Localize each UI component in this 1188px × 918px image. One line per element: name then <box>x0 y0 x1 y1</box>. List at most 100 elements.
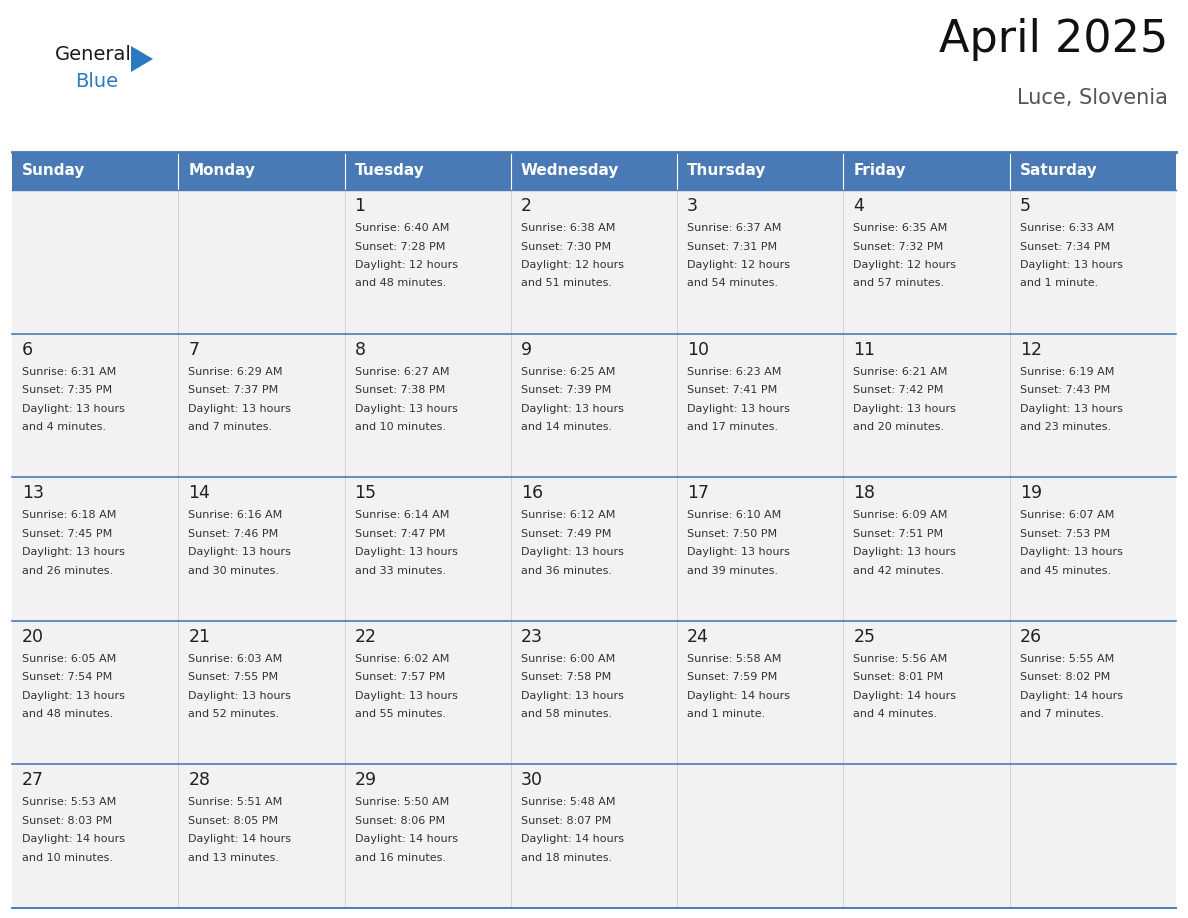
Text: and 16 minutes.: and 16 minutes. <box>354 853 446 863</box>
Text: and 57 minutes.: and 57 minutes. <box>853 278 944 288</box>
Text: Tuesday: Tuesday <box>354 163 424 178</box>
Text: Sunset: 7:38 PM: Sunset: 7:38 PM <box>354 385 444 395</box>
Bar <box>677 152 843 190</box>
Text: 27: 27 <box>23 771 44 789</box>
Bar <box>511 190 677 333</box>
Text: and 14 minutes.: and 14 minutes. <box>520 422 612 432</box>
Text: 1: 1 <box>354 197 366 215</box>
Text: Luce, Slovenia: Luce, Slovenia <box>1017 88 1168 108</box>
Text: Sunrise: 6:02 AM: Sunrise: 6:02 AM <box>354 654 449 664</box>
Text: Sunset: 7:58 PM: Sunset: 7:58 PM <box>520 672 611 682</box>
Text: Monday: Monday <box>188 163 255 178</box>
Text: Sunrise: 6:12 AM: Sunrise: 6:12 AM <box>520 510 615 521</box>
Bar <box>345 333 511 477</box>
Text: Sunset: 7:54 PM: Sunset: 7:54 PM <box>23 672 112 682</box>
Text: Daylight: 14 hours: Daylight: 14 hours <box>354 834 457 845</box>
Text: Sunset: 7:51 PM: Sunset: 7:51 PM <box>853 529 943 539</box>
Text: 16: 16 <box>520 484 543 502</box>
Bar <box>843 190 1010 333</box>
Text: Sunrise: 6:38 AM: Sunrise: 6:38 AM <box>520 223 615 233</box>
Text: Daylight: 14 hours: Daylight: 14 hours <box>687 691 790 700</box>
Text: Sunset: 7:43 PM: Sunset: 7:43 PM <box>1019 385 1110 395</box>
Text: Daylight: 14 hours: Daylight: 14 hours <box>520 834 624 845</box>
Text: Daylight: 12 hours: Daylight: 12 hours <box>354 260 457 270</box>
Text: Daylight: 13 hours: Daylight: 13 hours <box>853 547 956 557</box>
Bar <box>12 477 178 621</box>
Bar <box>1010 333 1176 477</box>
Bar <box>12 765 178 908</box>
Text: 18: 18 <box>853 484 876 502</box>
Text: Sunset: 7:46 PM: Sunset: 7:46 PM <box>188 529 278 539</box>
Bar <box>511 621 677 765</box>
Text: 23: 23 <box>520 628 543 645</box>
Text: Daylight: 13 hours: Daylight: 13 hours <box>23 547 125 557</box>
Text: Sunrise: 6:33 AM: Sunrise: 6:33 AM <box>1019 223 1114 233</box>
Bar <box>677 621 843 765</box>
Text: Friday: Friday <box>853 163 906 178</box>
Bar <box>12 152 178 190</box>
Bar <box>345 190 511 333</box>
Text: Daylight: 13 hours: Daylight: 13 hours <box>520 547 624 557</box>
Text: Sunset: 7:39 PM: Sunset: 7:39 PM <box>520 385 611 395</box>
Text: 20: 20 <box>23 628 44 645</box>
Text: 11: 11 <box>853 341 876 359</box>
Text: Daylight: 13 hours: Daylight: 13 hours <box>354 404 457 414</box>
Text: Sunrise: 6:19 AM: Sunrise: 6:19 AM <box>1019 366 1114 376</box>
Bar <box>12 190 178 333</box>
Text: and 39 minutes.: and 39 minutes. <box>687 565 778 576</box>
Bar <box>1010 621 1176 765</box>
Text: and 18 minutes.: and 18 minutes. <box>520 853 612 863</box>
Bar <box>1010 765 1176 908</box>
Text: Sunset: 7:41 PM: Sunset: 7:41 PM <box>687 385 777 395</box>
Text: and 4 minutes.: and 4 minutes. <box>853 710 937 720</box>
Text: Sunset: 7:37 PM: Sunset: 7:37 PM <box>188 385 278 395</box>
Text: 15: 15 <box>354 484 377 502</box>
Text: General: General <box>55 45 132 64</box>
Text: Sunrise: 6:10 AM: Sunrise: 6:10 AM <box>687 510 782 521</box>
Bar <box>178 765 345 908</box>
Text: Daylight: 13 hours: Daylight: 13 hours <box>188 691 291 700</box>
Text: 3: 3 <box>687 197 699 215</box>
Bar <box>843 765 1010 908</box>
Text: Sunrise: 6:07 AM: Sunrise: 6:07 AM <box>1019 510 1114 521</box>
Text: and 48 minutes.: and 48 minutes. <box>23 710 113 720</box>
Bar <box>1010 190 1176 333</box>
Text: Wednesday: Wednesday <box>520 163 619 178</box>
Bar <box>1010 152 1176 190</box>
Text: 21: 21 <box>188 628 210 645</box>
Text: Daylight: 14 hours: Daylight: 14 hours <box>853 691 956 700</box>
Text: Daylight: 13 hours: Daylight: 13 hours <box>354 691 457 700</box>
Text: and 30 minutes.: and 30 minutes. <box>188 565 279 576</box>
Text: 29: 29 <box>354 771 377 789</box>
Text: Daylight: 14 hours: Daylight: 14 hours <box>23 834 125 845</box>
Text: Daylight: 13 hours: Daylight: 13 hours <box>23 691 125 700</box>
Text: Daylight: 14 hours: Daylight: 14 hours <box>1019 691 1123 700</box>
Text: Sunset: 7:45 PM: Sunset: 7:45 PM <box>23 529 112 539</box>
Text: Thursday: Thursday <box>687 163 766 178</box>
Text: Sunrise: 6:05 AM: Sunrise: 6:05 AM <box>23 654 116 664</box>
Bar <box>12 621 178 765</box>
Text: Daylight: 13 hours: Daylight: 13 hours <box>520 404 624 414</box>
Text: Sunrise: 6:03 AM: Sunrise: 6:03 AM <box>188 654 283 664</box>
Text: Blue: Blue <box>75 72 118 91</box>
Text: Daylight: 13 hours: Daylight: 13 hours <box>188 404 291 414</box>
Bar <box>677 333 843 477</box>
Text: 19: 19 <box>1019 484 1042 502</box>
Text: Sunset: 7:35 PM: Sunset: 7:35 PM <box>23 385 112 395</box>
Text: Daylight: 13 hours: Daylight: 13 hours <box>687 547 790 557</box>
Text: and 54 minutes.: and 54 minutes. <box>687 278 778 288</box>
Text: Sunset: 7:47 PM: Sunset: 7:47 PM <box>354 529 446 539</box>
Text: and 48 minutes.: and 48 minutes. <box>354 278 446 288</box>
Text: Sunset: 8:06 PM: Sunset: 8:06 PM <box>354 816 444 826</box>
Text: and 33 minutes.: and 33 minutes. <box>354 565 446 576</box>
Bar <box>178 621 345 765</box>
Text: Sunset: 7:34 PM: Sunset: 7:34 PM <box>1019 241 1110 252</box>
Text: Sunset: 8:01 PM: Sunset: 8:01 PM <box>853 672 943 682</box>
Text: Sunrise: 6:00 AM: Sunrise: 6:00 AM <box>520 654 615 664</box>
Text: Sunrise: 6:29 AM: Sunrise: 6:29 AM <box>188 366 283 376</box>
Text: Sunset: 8:02 PM: Sunset: 8:02 PM <box>1019 672 1110 682</box>
Text: and 26 minutes.: and 26 minutes. <box>23 565 113 576</box>
Text: Daylight: 13 hours: Daylight: 13 hours <box>853 404 956 414</box>
Text: Sunrise: 6:23 AM: Sunrise: 6:23 AM <box>687 366 782 376</box>
Text: Daylight: 14 hours: Daylight: 14 hours <box>188 834 291 845</box>
